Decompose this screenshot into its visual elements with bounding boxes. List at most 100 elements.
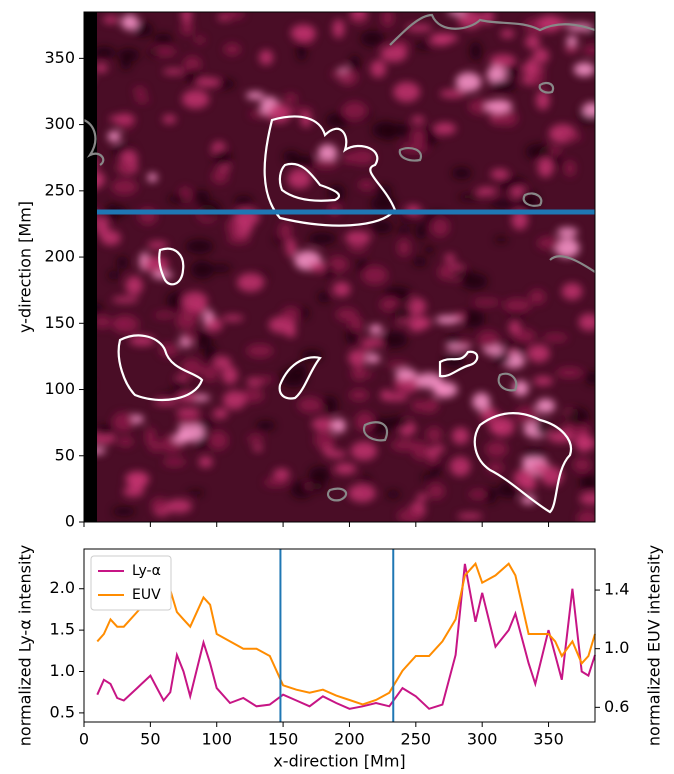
legend-label: Ly-α <box>132 563 161 579</box>
texture-blob <box>111 315 140 334</box>
texture-blob <box>252 444 263 452</box>
texture-blob <box>317 144 338 162</box>
texture-blob <box>121 14 139 30</box>
texture-blob <box>494 236 508 243</box>
texture-blob <box>460 273 488 290</box>
texture-blob <box>181 12 193 24</box>
top-panel: 0 50 100 150 200 250 300 350 y-direction [Mm] <box>16 11 596 531</box>
texture-blob <box>222 390 246 410</box>
texture-blob <box>458 193 481 201</box>
texture-blob <box>194 190 210 204</box>
texture-blob <box>299 307 310 319</box>
texture-blob <box>273 468 290 480</box>
texture-blob <box>223 43 241 56</box>
texture-blob <box>283 93 298 104</box>
texture-blob <box>535 419 551 436</box>
texture-blob <box>324 450 347 458</box>
texture-blob <box>311 417 335 431</box>
texture-blob <box>116 256 129 270</box>
texture-blob <box>564 45 578 53</box>
texture-blob <box>286 107 313 114</box>
texture-blob <box>148 440 163 453</box>
texture-blob <box>93 315 112 329</box>
texture-blob <box>394 385 407 397</box>
texture-blob <box>447 12 467 16</box>
texture-blob <box>566 35 578 46</box>
texture-blob <box>430 216 450 237</box>
texture-blob <box>533 48 550 64</box>
texture-blob <box>384 286 412 301</box>
y-tick-label: 350 <box>44 48 75 67</box>
texture-blob <box>493 353 512 365</box>
texture-blob <box>197 365 222 376</box>
texture-blob <box>426 454 439 465</box>
texture-blob <box>542 333 568 342</box>
texture-blob <box>457 512 483 520</box>
texture-blob <box>576 509 595 522</box>
y2-tick-label: 1.0 <box>604 638 629 657</box>
texture-blob <box>198 456 213 468</box>
texture-blob <box>360 30 385 47</box>
texture-blob <box>183 332 196 343</box>
texture-blob <box>359 344 372 354</box>
texture-blob <box>521 456 547 465</box>
texture-blob <box>563 133 582 141</box>
texture-blob <box>383 394 409 402</box>
texture-blob <box>336 308 358 322</box>
texture-blob <box>245 91 265 100</box>
texture-blob <box>298 397 322 413</box>
texture-blob <box>162 68 185 75</box>
texture-blob <box>412 441 429 460</box>
texture-blob <box>237 273 264 292</box>
texture-blob <box>456 339 472 347</box>
texture-blob <box>476 187 497 196</box>
texture-blob <box>206 318 223 332</box>
texture-blob <box>194 36 206 44</box>
y-tick-label: 300 <box>44 114 75 133</box>
texture-blob <box>370 220 393 234</box>
texture-blob <box>176 392 198 402</box>
texture-blob <box>488 422 506 433</box>
texture-blob <box>468 490 488 499</box>
texture-blob <box>525 34 541 49</box>
texture-blob <box>390 304 413 321</box>
texture-blob <box>317 292 331 303</box>
texture-blob <box>397 226 411 234</box>
texture-blob <box>143 256 169 273</box>
texture-blob <box>525 143 552 160</box>
texture-blob <box>583 45 595 56</box>
texture-blob <box>537 157 554 178</box>
texture-blob <box>444 253 456 263</box>
texture-blob <box>286 238 297 258</box>
texture-blob <box>180 21 194 36</box>
texture-blob <box>94 63 108 73</box>
texture-blob <box>263 478 289 487</box>
texture-blob <box>365 353 381 364</box>
texture-blob <box>321 395 339 415</box>
texture-blob <box>527 344 550 363</box>
texture-blob <box>398 214 418 222</box>
texture-blob <box>533 376 554 386</box>
texture-blob <box>434 33 459 43</box>
texture-blob <box>150 497 168 512</box>
texture-blob <box>566 407 590 427</box>
x-axis-label: x-direction [Mm] <box>273 752 405 771</box>
texture-blob <box>323 264 334 278</box>
x-tick-label: 0 <box>79 730 89 749</box>
texture-blob <box>349 370 374 378</box>
texture-blob <box>582 102 595 117</box>
intensity-image <box>84 12 595 522</box>
texture-blob <box>500 29 515 39</box>
y-tick-label: 0.5 <box>50 702 75 721</box>
texture-blob <box>370 60 387 78</box>
texture-blob <box>234 195 253 206</box>
texture-blob <box>334 463 357 475</box>
texture-blob <box>500 110 518 127</box>
texture-blob <box>332 281 351 297</box>
texture-blob <box>185 239 214 254</box>
texture-blob <box>397 238 411 257</box>
texture-blob <box>451 166 472 180</box>
y-tick-label: 200 <box>44 247 75 266</box>
texture-blob <box>176 414 201 426</box>
texture-blob <box>511 210 528 230</box>
